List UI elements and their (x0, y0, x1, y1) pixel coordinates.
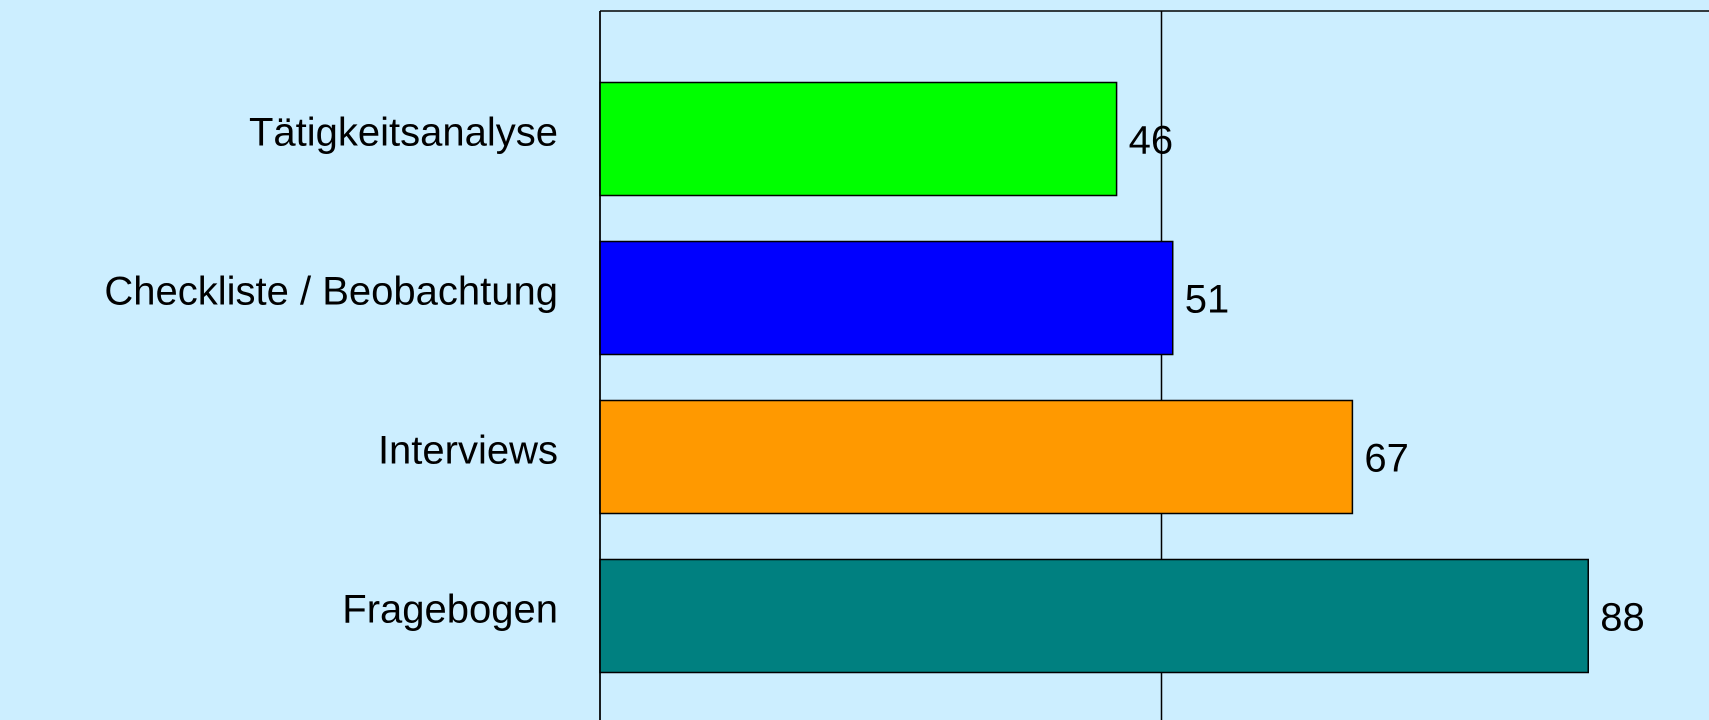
y-tick-label: Interviews (378, 429, 558, 473)
y-tick-label: Fragebogen (342, 588, 558, 632)
value-label: 51 (1185, 278, 1230, 322)
bar (599, 81, 1118, 197)
y-tick-label: Tätigkeitsanalyse (249, 111, 558, 155)
bar (599, 558, 1589, 674)
value-label: 88 (1600, 596, 1645, 640)
y-tick-label: Checkliste / Beobachtung (104, 270, 558, 314)
bar (599, 399, 1354, 515)
value-label: 46 (1129, 119, 1174, 163)
value-label: 67 (1364, 437, 1409, 481)
bar (599, 240, 1174, 356)
